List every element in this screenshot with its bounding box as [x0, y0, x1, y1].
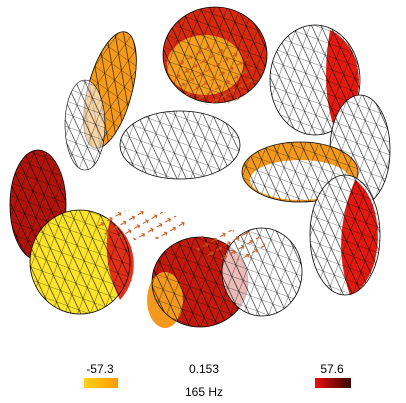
frequency-caption: 165 Hz: [185, 385, 223, 399]
colorbar: -57.3 0.153 57.6 165 Hz: [84, 362, 351, 399]
mesh-wire: [65, 80, 105, 170]
colorbar-mid-label: 0.153: [189, 362, 219, 376]
vector-field: [95, 210, 185, 240]
colorbar-min-label: -57.3: [86, 362, 114, 376]
vector-field: [175, 45, 255, 105]
colorbar-negative: [84, 378, 118, 388]
vector-field: [195, 230, 265, 260]
colorbar-max-label: 57.6: [320, 362, 344, 376]
colorbar-positive: [315, 378, 351, 388]
mesh-wire: [310, 175, 380, 295]
visualization: -57.3 0.153 57.6 165 Hz: [0, 0, 406, 403]
meshes: [10, 7, 390, 328]
mesh-wire: [120, 111, 240, 179]
scene: -57.3 0.153 57.6 165 Hz: [0, 0, 406, 403]
